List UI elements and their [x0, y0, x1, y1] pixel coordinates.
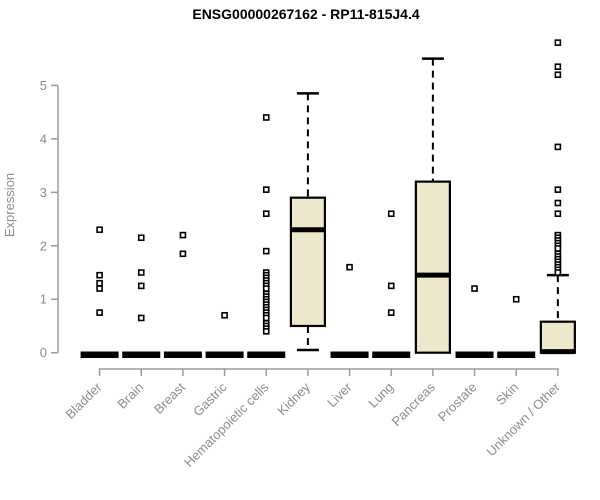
- box-kidney: [289, 196, 326, 328]
- collapsed-box-bladder: [80, 351, 119, 358]
- outlier-unknown-other: [554, 210, 562, 218]
- series-layer: [80, 39, 576, 358]
- outlier-hematopoietic-cells: [262, 114, 270, 121]
- x-tick-label-kidney: Kidney: [274, 379, 313, 418]
- outlier-unknown-other: [554, 269, 562, 276]
- outlier-breast: [179, 231, 187, 239]
- outlier-hematopoietic-cells: [262, 314, 270, 322]
- x-tick-label-brain: Brain: [114, 380, 146, 412]
- collapsed-box-brain: [122, 351, 161, 358]
- outlier-unknown-other: [554, 71, 562, 79]
- collapsed-box-liver: [330, 351, 369, 358]
- outlier-unknown-other: [554, 63, 562, 70]
- x-tick-label-pancreas: Pancreas: [389, 379, 439, 429]
- y-axis-label: Expression: [2, 173, 17, 237]
- outlier-bladder: [96, 279, 103, 287]
- outlier-skin: [512, 295, 520, 303]
- outlier-unknown-other: [554, 143, 562, 151]
- collapsed-box-lung: [372, 351, 411, 358]
- collapsed-box-hematopoietic-cells: [247, 351, 286, 358]
- chart-title: ENSG00000267162 - RP11-815J4.4: [192, 6, 419, 22]
- outlier-unknown-other: [554, 199, 562, 207]
- x-tick-label-prostate: Prostate: [435, 380, 480, 425]
- x-tick-label-gastric: Gastric: [190, 379, 230, 419]
- outlier-unknown-other: [554, 186, 562, 193]
- collapsed-box-skin: [497, 351, 536, 358]
- outlier-gastric: [221, 311, 228, 319]
- outlier-unknown-other: [554, 245, 562, 252]
- x-tick-label-breast: Breast: [151, 379, 188, 416]
- y-tick-label-3: 3: [40, 185, 47, 200]
- y-tick-label-5: 5: [40, 78, 47, 93]
- outlier-hematopoietic-cells: [262, 210, 270, 218]
- outlier-liver: [346, 263, 353, 271]
- outlier-lung: [387, 282, 395, 290]
- y-tick-label-1: 1: [40, 292, 47, 307]
- x-tick-label-bladder: Bladder: [62, 379, 105, 422]
- box-pancreas: [414, 180, 451, 354]
- y-tick-label-2: 2: [40, 238, 47, 253]
- outlier-bladder: [96, 309, 103, 316]
- outlier-unknown-other: [554, 39, 562, 46]
- outlier-brain: [137, 269, 145, 276]
- outlier-breast: [179, 250, 187, 258]
- outlier-bladder: [96, 226, 103, 234]
- outlier-bladder: [96, 285, 103, 292]
- x-tick-label-skin: Skin: [493, 380, 521, 408]
- outlier-brain: [137, 282, 145, 290]
- x-tick-label-lung: Lung: [365, 380, 396, 411]
- outlier-bladder: [96, 271, 103, 279]
- collapsed-box-breast: [163, 351, 202, 358]
- outlier-hematopoietic-cells: [262, 247, 270, 255]
- x-tick-label-liver: Liver: [324, 379, 355, 410]
- x-tick-label-unknown-other: Unknown / Other: [483, 379, 563, 459]
- y-tick-label-4: 4: [40, 131, 47, 146]
- outlier-hematopoietic-cells: [262, 328, 270, 335]
- outlier-hematopoietic-cells: [262, 186, 270, 193]
- box-unknown-other: [539, 320, 576, 354]
- outlier-brain: [137, 234, 145, 242]
- outlier-prostate: [471, 285, 478, 292]
- outlier-brain: [137, 314, 145, 322]
- y-tick-label-0: 0: [40, 345, 47, 360]
- collapsed-box-gastric: [205, 351, 244, 358]
- outlier-lung: [387, 309, 395, 316]
- collapsed-box-prostate: [455, 351, 494, 358]
- outlier-lung: [387, 210, 395, 218]
- outlier-hematopoietic-cells: [262, 285, 270, 292]
